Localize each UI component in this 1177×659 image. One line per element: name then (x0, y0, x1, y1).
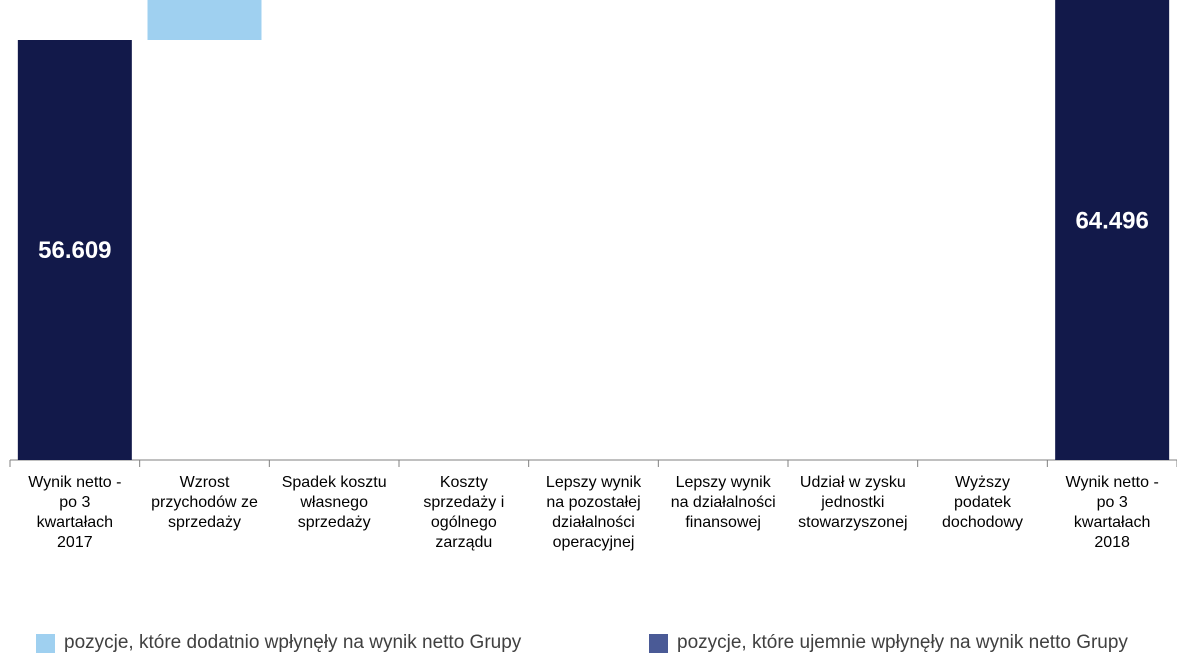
legend-positive-swatch (36, 633, 55, 653)
category-label: Lepszy wynik na działalności finansowej (671, 474, 776, 531)
bar-positive (147, 0, 262, 40)
category-label: Wynik netto -po 3 kwartałach 2017 (28, 474, 121, 551)
legend-negative: pozycje, które ujemnie wpłynęły na wynik… (649, 632, 1128, 654)
category-label: Udział w zysku jednostki stowarzyszonej (798, 474, 907, 531)
legend-negative-swatch (649, 633, 668, 653)
legend-positive-label: pozycje, które dodatnio wpłynęły na wyni… (64, 632, 522, 653)
category-label: Lepszy wynik na pozostałej działalności ope… (546, 474, 642, 551)
category-label: Wynik netto -po 3 kwartałach 2018 (1066, 474, 1159, 551)
legend-negative-label: pozycje, które ujemnie wpłynęły na wynik… (677, 632, 1128, 653)
data-label: 64.496 (1075, 208, 1148, 235)
category-label: Koszty sprzedaży i ogólnego zarządu (423, 474, 504, 551)
category-label: Spadek kosztu własnego sprzedaży (282, 474, 387, 531)
category-label: Wzrost przychodów ze sprzedaży (151, 474, 258, 531)
data-label: 56.609 (38, 237, 111, 264)
category-label: Wyższy podatek dochodowy (942, 474, 1023, 531)
bar-total (1055, 0, 1170, 461)
bar-total (17, 40, 132, 460)
legend-positive: pozycje, które dodatnio wpłynęły na wyni… (36, 632, 521, 654)
